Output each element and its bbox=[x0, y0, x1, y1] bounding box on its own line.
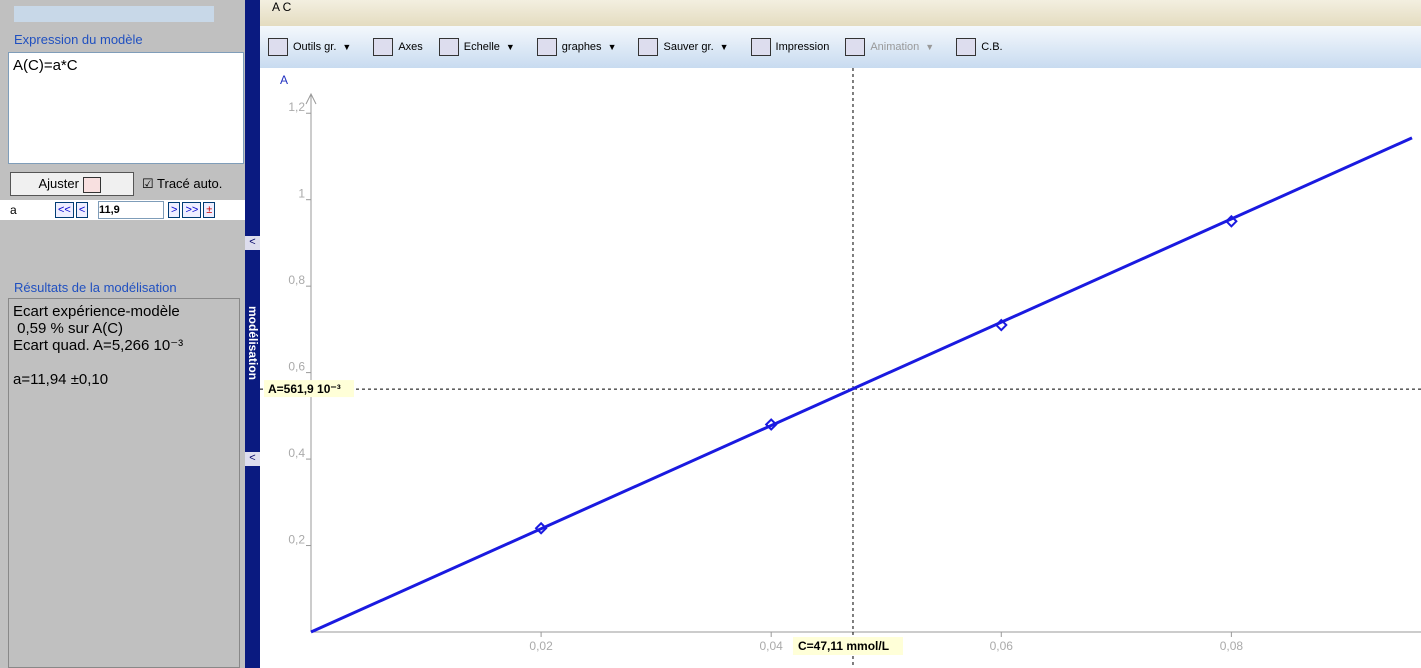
result-line: Ecart quad. A=5,266 10⁻³ bbox=[13, 337, 184, 354]
toolbar-button[interactable]: Sauver gr. ▼ bbox=[638, 38, 734, 56]
auto-trace-label: Tracé auto. bbox=[157, 176, 223, 191]
result-line: 0,59 % sur A(C) bbox=[13, 320, 124, 337]
x-tick-label: 0,02 bbox=[529, 639, 553, 653]
model-expression: A(C)=a*C bbox=[13, 57, 78, 74]
cursor-y-label: A=561,9 10⁻³ bbox=[268, 382, 341, 396]
model-box[interactable]: A(C)=a*C bbox=[8, 52, 244, 164]
param-button[interactable]: < bbox=[75, 202, 89, 218]
tab-header: A C bbox=[260, 0, 1421, 26]
side-tab[interactable]: modélisation bbox=[246, 306, 260, 381]
fit-button[interactable]: Ajuster bbox=[10, 172, 134, 196]
y-tick-label: 0,8 bbox=[288, 273, 305, 287]
toolbar-button[interactable]: Impression bbox=[750, 38, 830, 56]
toolbar-label: C.B. bbox=[981, 41, 1003, 53]
y-tick-label: 0,2 bbox=[288, 533, 305, 547]
result-line bbox=[13, 354, 235, 371]
y-tick-label: 1 bbox=[298, 187, 305, 201]
y-axis-label: A bbox=[280, 73, 288, 87]
collapse-arrow[interactable]: < bbox=[245, 236, 260, 250]
y-tick-label: 0,4 bbox=[288, 446, 305, 460]
group-title: Résultats de la modélisation bbox=[14, 280, 177, 295]
cursor-label-bg bbox=[792, 637, 903, 655]
toolbar-label: Impression bbox=[775, 41, 830, 53]
param-value[interactable]: 11,9 bbox=[98, 201, 164, 219]
tab-label: A C bbox=[272, 0, 292, 14]
toolbar-button[interactable]: Axes bbox=[373, 38, 423, 56]
results-box: Ecart expérience-modèle 0,59 % sur A(C) E… bbox=[8, 298, 240, 668]
param-button[interactable]: > bbox=[168, 202, 181, 218]
toolbar-button[interactable]: Echelle ▼ bbox=[438, 38, 521, 56]
x-tick-label: 0,08 bbox=[1220, 639, 1244, 653]
param-button[interactable]: >> bbox=[182, 202, 202, 218]
data-point bbox=[1224, 214, 1238, 228]
x-tick-label: 0,06 bbox=[990, 639, 1014, 653]
data-point bbox=[994, 318, 1008, 332]
result-line: a=11,94 ±0,10 bbox=[13, 371, 109, 388]
toolbar-label: Echelle bbox=[463, 41, 500, 53]
collapse-arrow[interactable]: < bbox=[245, 452, 260, 466]
group-title: Expression du modèle bbox=[14, 32, 143, 47]
param-button[interactable]: ± bbox=[203, 202, 216, 218]
result-line: Ecart expérience-modèle bbox=[13, 303, 180, 320]
toolbar-label: Sauver gr. bbox=[663, 41, 714, 53]
auto-trace[interactable]: ☑ Tracé auto. bbox=[142, 176, 223, 191]
toolbar-button[interactable]: Outils gr. ▼ bbox=[268, 38, 357, 56]
toolbar-button[interactable]: C.B. bbox=[956, 38, 1003, 56]
toolbar-button[interactable]: Animation ▼ bbox=[845, 38, 940, 56]
cursor-label-bg bbox=[264, 380, 354, 398]
param-button[interactable]: << bbox=[55, 202, 74, 218]
toolbar-label: Axes bbox=[398, 41, 423, 53]
data-point bbox=[534, 521, 548, 535]
cursor-x-label: C=47,11 mmol/L bbox=[798, 639, 889, 653]
toolbar-label: Animation bbox=[870, 41, 920, 53]
tool-icons[interactable] bbox=[14, 6, 214, 22]
side-bar: < modélisation < bbox=[245, 0, 260, 668]
param-row: a << < 11,9 > >> ± bbox=[0, 200, 245, 220]
toolbar-label: graphes bbox=[561, 41, 602, 53]
y-tick-label: 1,2 bbox=[288, 100, 305, 114]
chart: A 0,2 0,4 0,6 0,8 1 1,2 0,02 0,04 0,06 0,08 A=561,… bbox=[260, 68, 1421, 668]
toolbar-button[interactable]: graphes ▼ bbox=[536, 38, 623, 56]
left-panel: Expression du modèle A(C)=a*C Ajuster ☑ … bbox=[0, 0, 245, 668]
toolbar: Outils gr. ▼ Axes Echelle ▼ graphes ▼ Sauver gr… bbox=[260, 26, 1421, 68]
model-line bbox=[310, 136, 1413, 634]
toolbar-label: Outils gr. bbox=[293, 41, 337, 53]
x-tick-label: 0,04 bbox=[760, 639, 784, 653]
fit-label: Ajuster bbox=[38, 176, 79, 191]
y-axis-arrow bbox=[305, 92, 317, 105]
data-point bbox=[764, 418, 778, 431]
y-tick-label: 0,6 bbox=[288, 360, 305, 374]
param-name: a bbox=[10, 203, 17, 217]
